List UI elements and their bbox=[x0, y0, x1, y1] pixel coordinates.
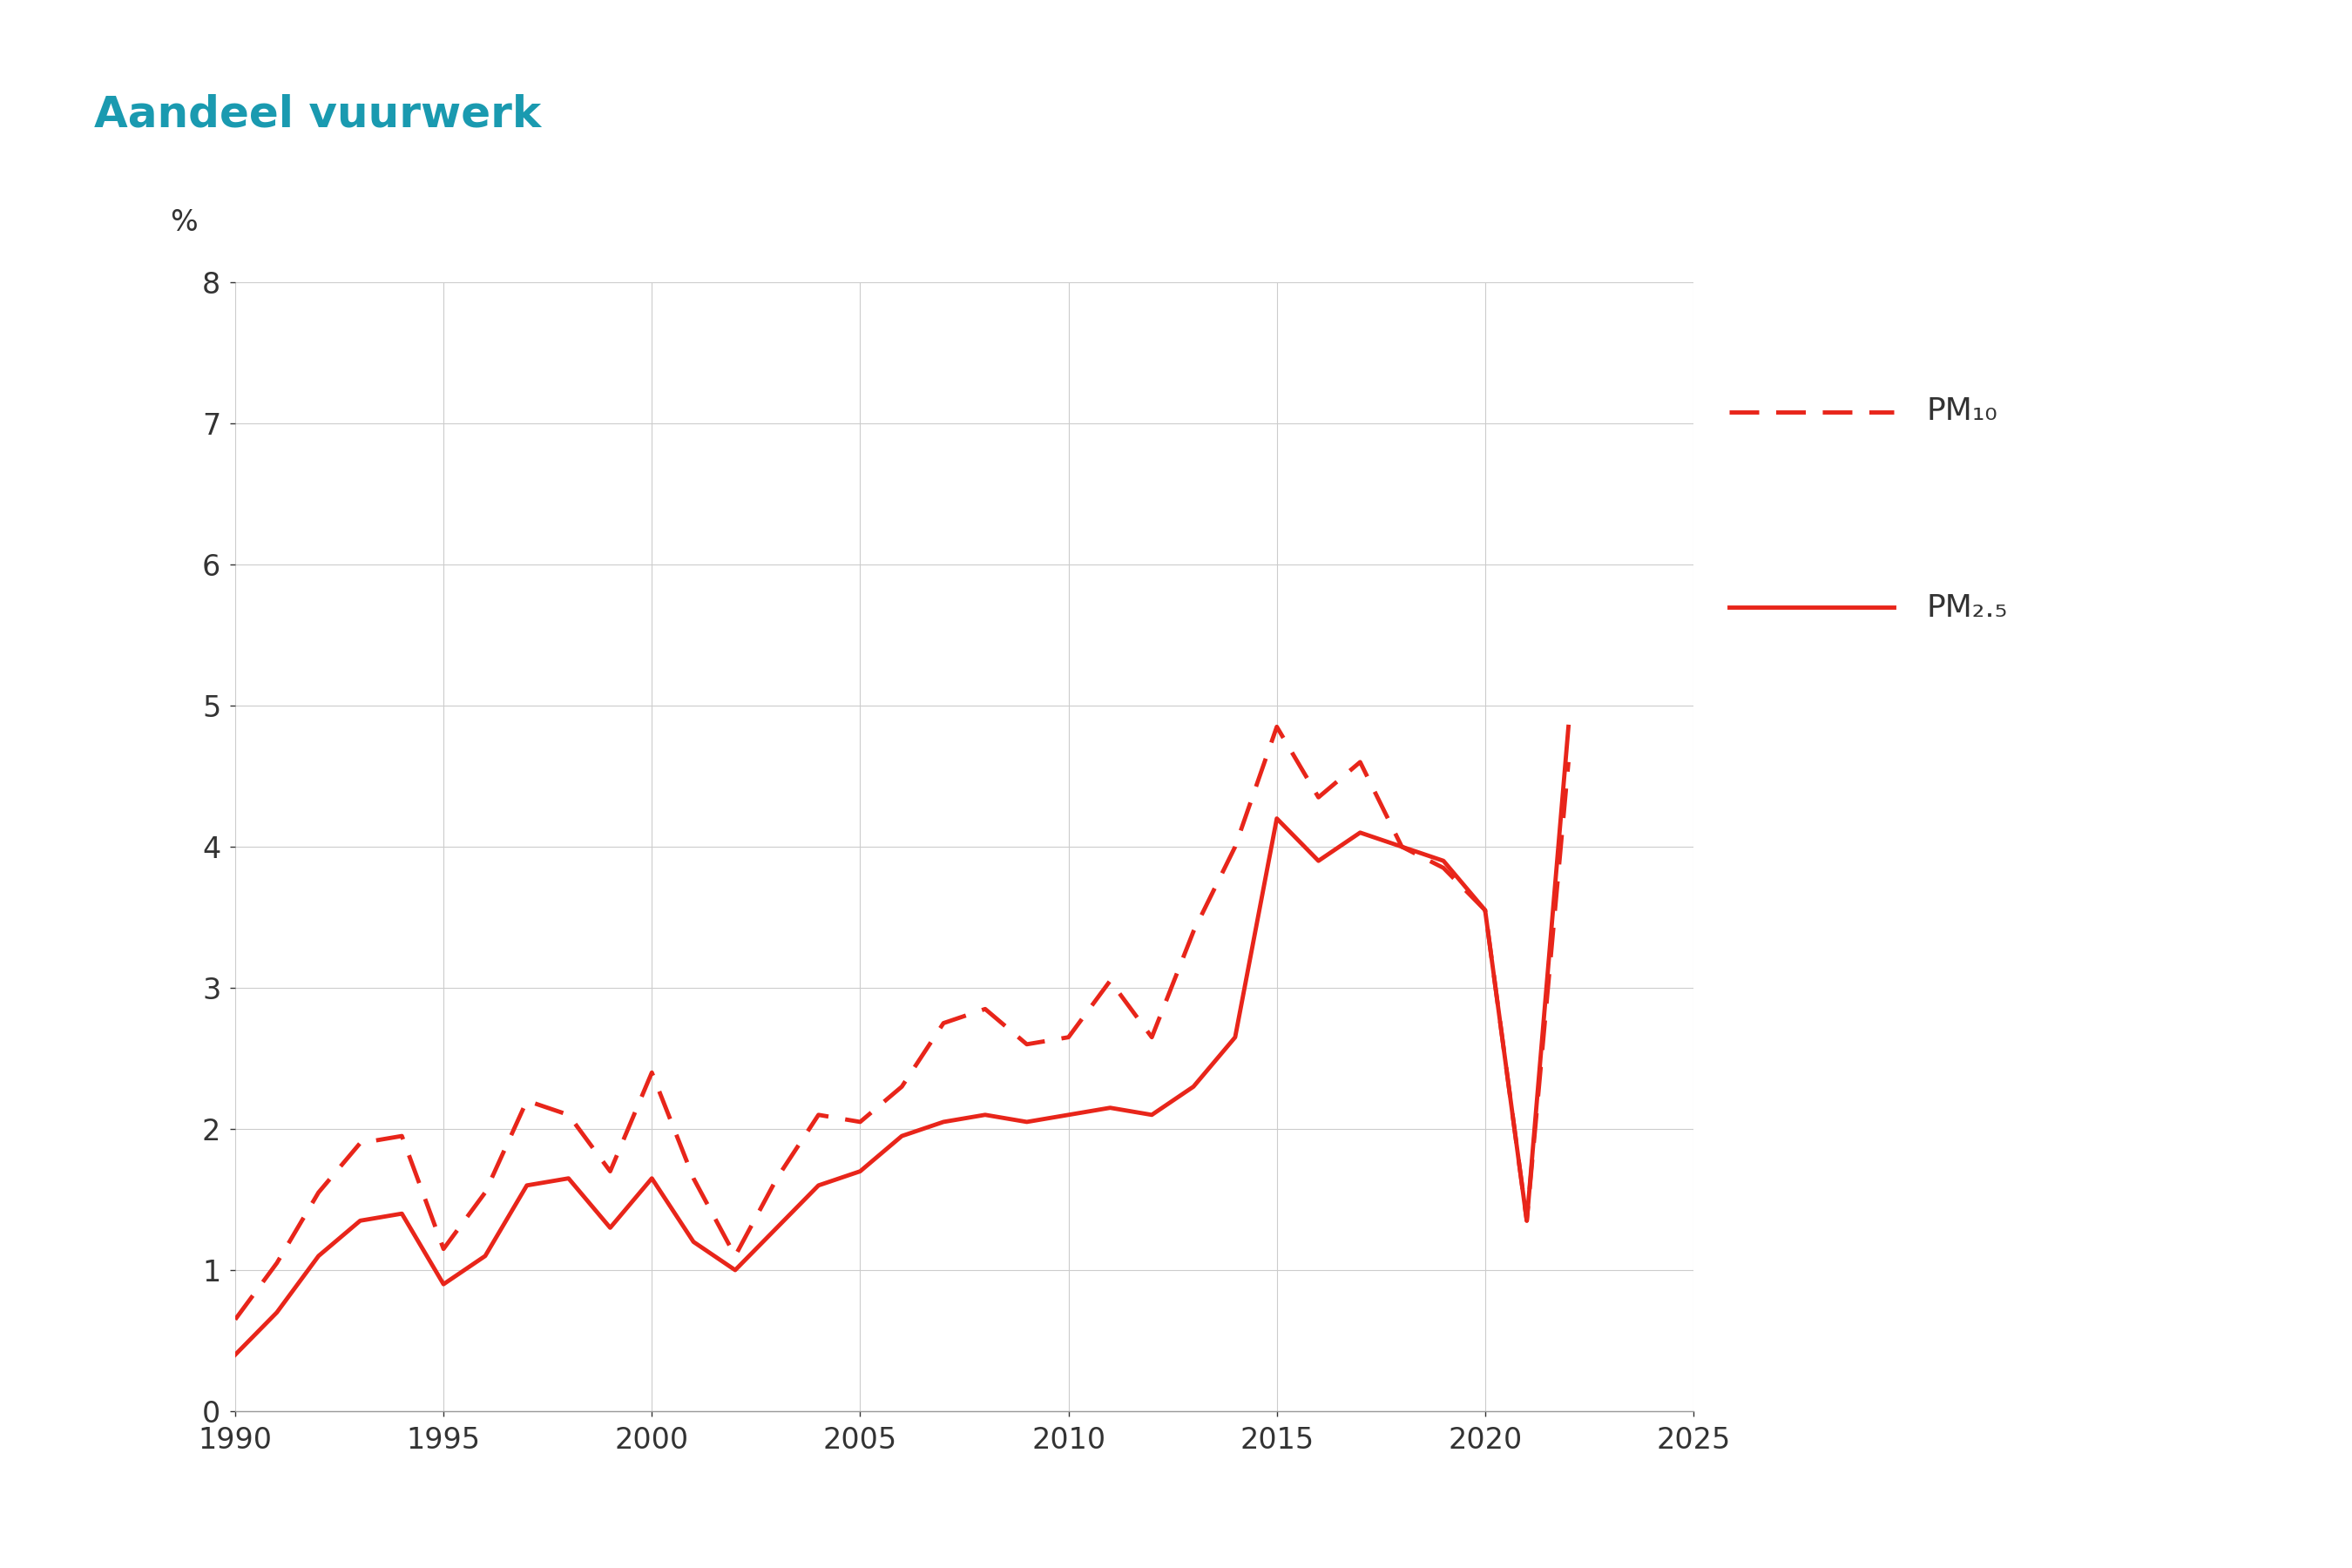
Text: PM₂.₅: PM₂.₅ bbox=[1926, 593, 2009, 622]
Text: %: % bbox=[169, 209, 198, 237]
Text: Aandeel vuurwerk: Aandeel vuurwerk bbox=[94, 94, 541, 136]
Text: PM₁₀: PM₁₀ bbox=[1926, 397, 1997, 426]
